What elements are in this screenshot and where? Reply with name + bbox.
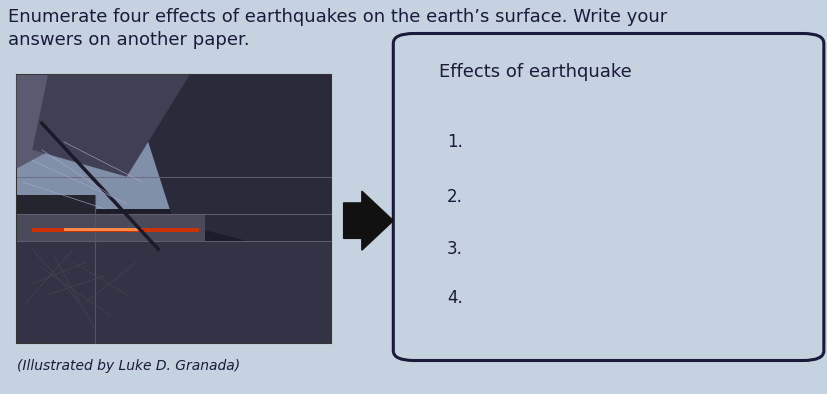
- Polygon shape: [32, 228, 198, 232]
- Text: 2.: 2.: [447, 188, 462, 206]
- Text: 3.: 3.: [447, 240, 462, 258]
- FancyBboxPatch shape: [17, 75, 331, 343]
- Text: Enumerate four effects of earthquakes on the earth’s surface. Write your
answers: Enumerate four effects of earthquakes on…: [8, 8, 667, 50]
- Polygon shape: [32, 75, 189, 177]
- Polygon shape: [17, 75, 331, 209]
- Text: 4.: 4.: [447, 290, 462, 307]
- Polygon shape: [343, 191, 393, 250]
- Polygon shape: [17, 75, 189, 169]
- FancyBboxPatch shape: [393, 33, 823, 361]
- Polygon shape: [17, 241, 331, 343]
- Polygon shape: [127, 75, 331, 262]
- Polygon shape: [64, 229, 142, 231]
- Polygon shape: [17, 214, 205, 241]
- Text: Effects of earthquake: Effects of earthquake: [438, 63, 631, 81]
- Polygon shape: [17, 195, 95, 343]
- Text: (Illustrated by Luke D. Granada): (Illustrated by Luke D. Granada): [17, 359, 239, 373]
- Text: 1.: 1.: [447, 133, 462, 151]
